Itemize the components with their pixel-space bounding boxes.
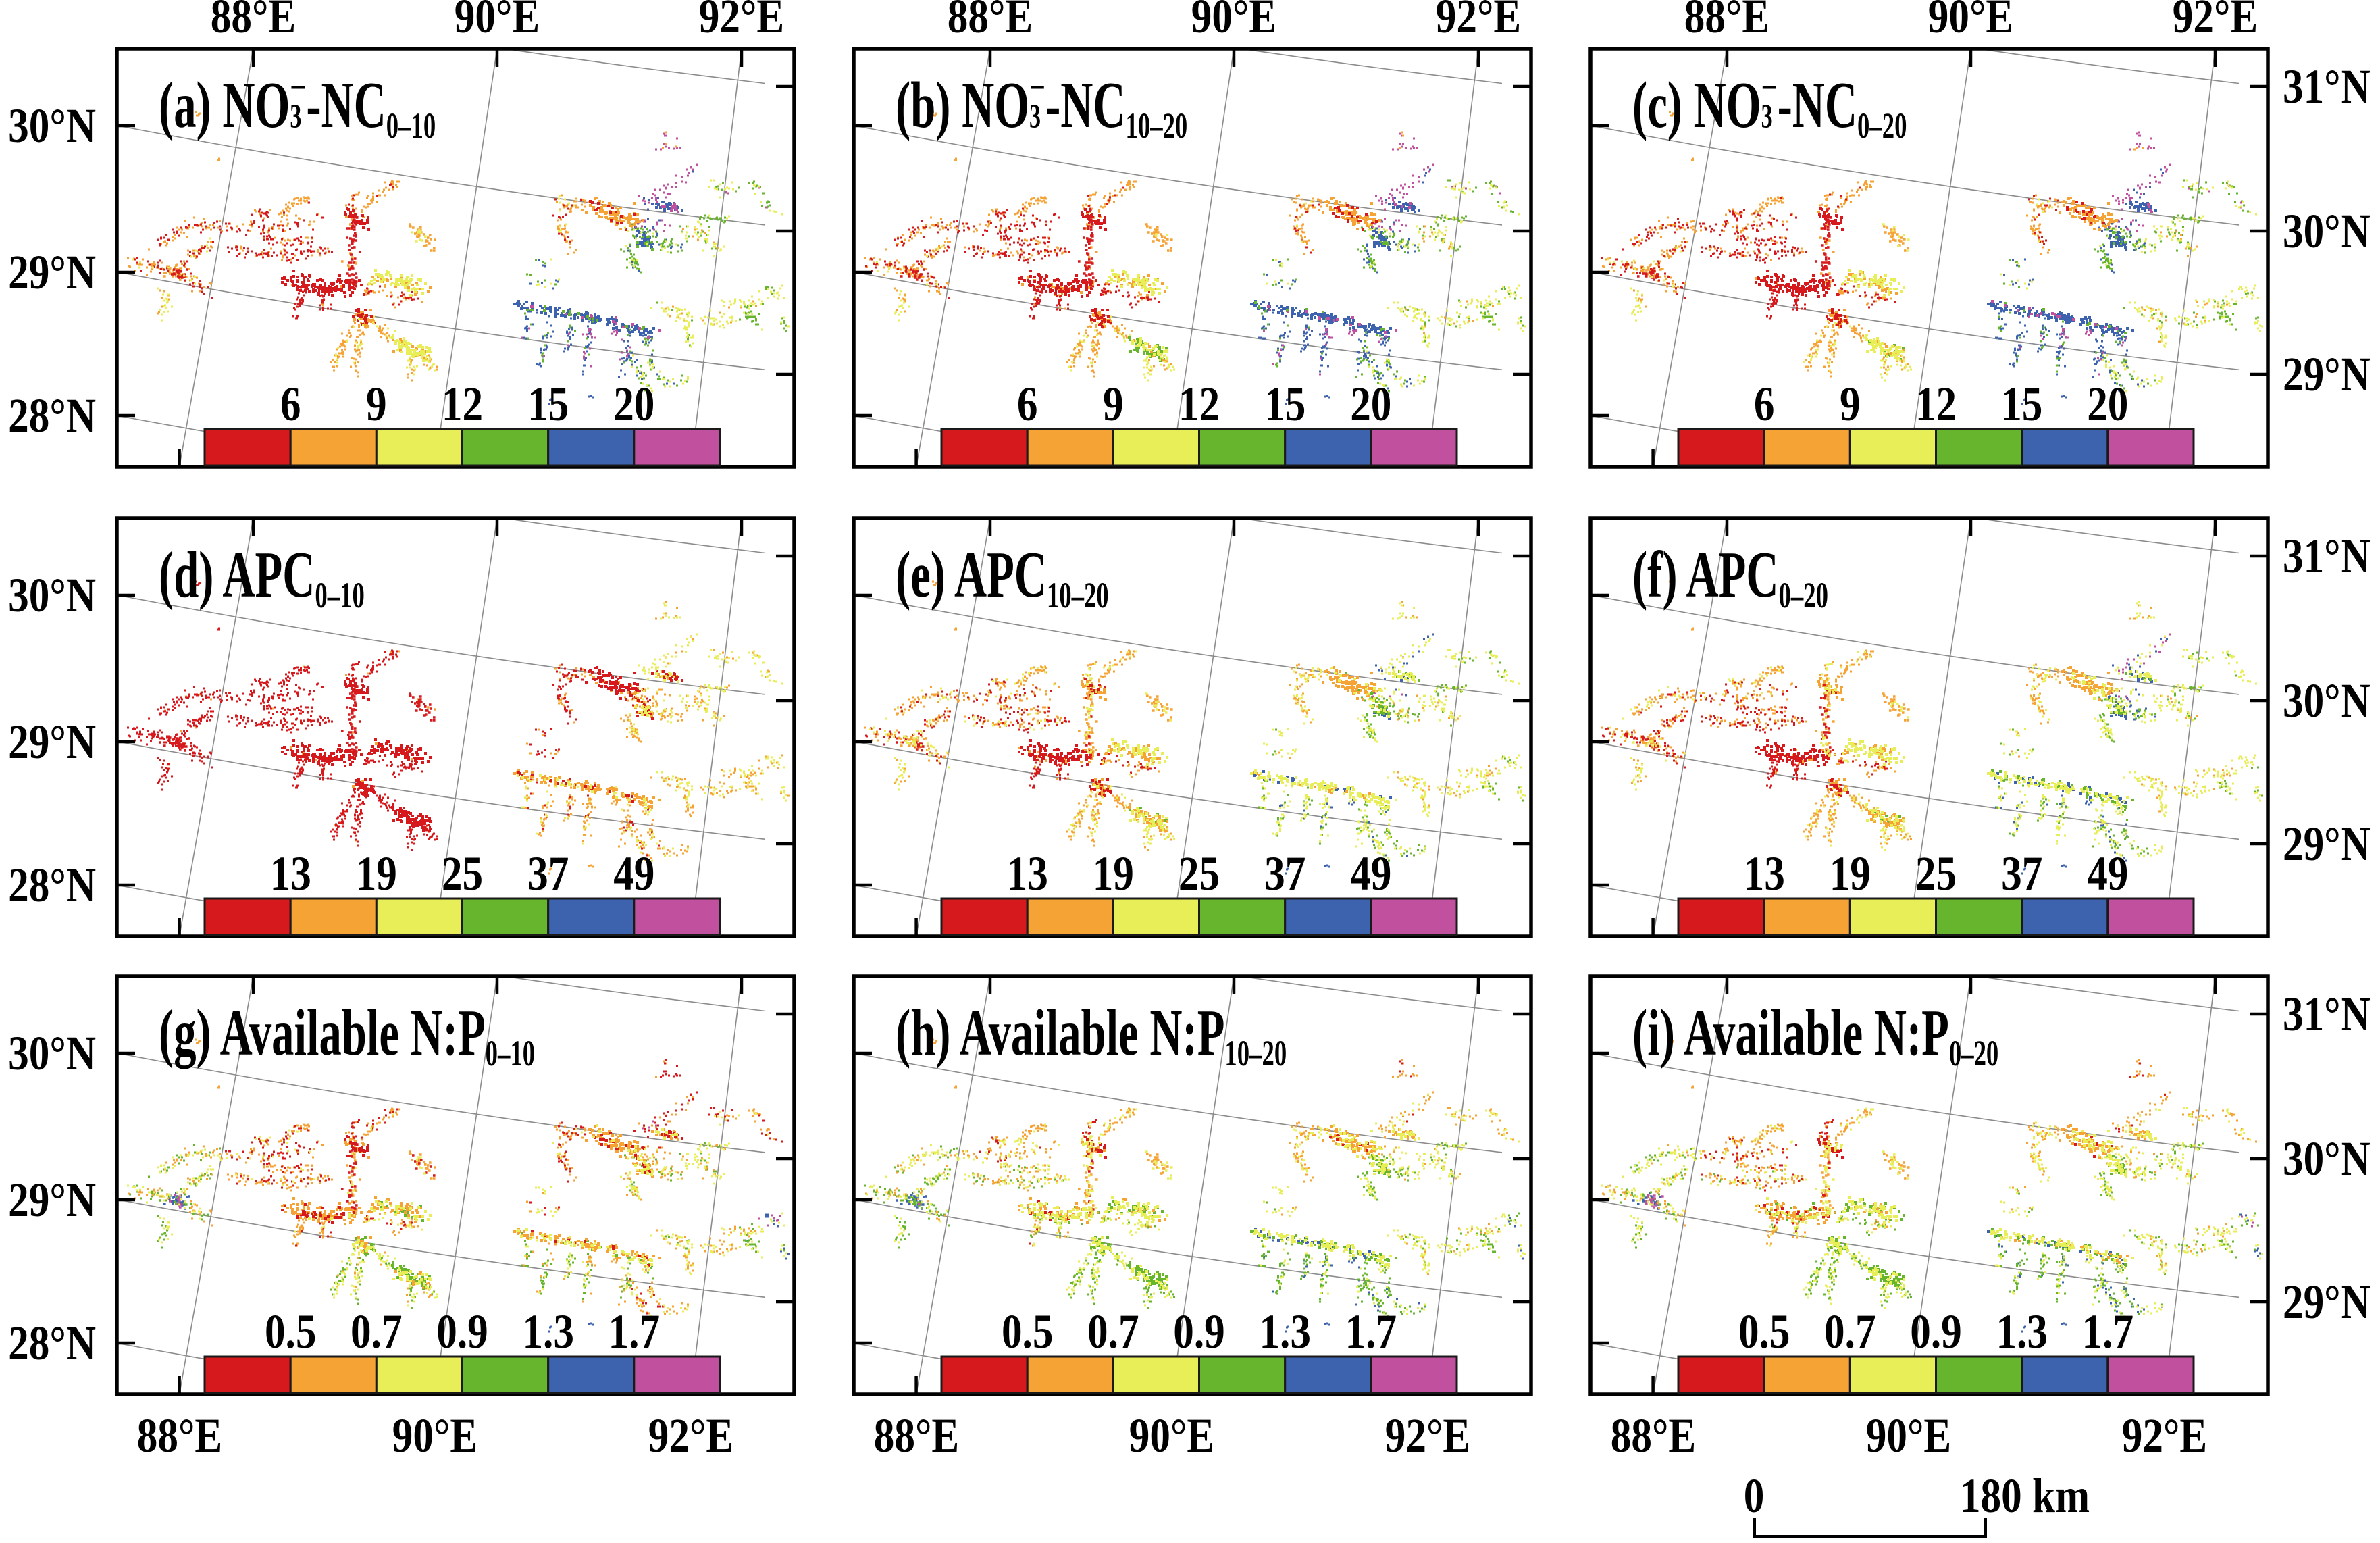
svg-text:20: 20 <box>613 377 654 431</box>
svg-text:92°E: 92°E <box>699 0 784 43</box>
svg-text:0.7: 0.7 <box>351 1305 402 1359</box>
svg-text:30°N: 30°N <box>8 1026 96 1080</box>
svg-text:25: 25 <box>1179 846 1220 901</box>
svg-text:1.3: 1.3 <box>522 1305 573 1359</box>
svg-text:20: 20 <box>2087 377 2128 431</box>
svg-text:6: 6 <box>1754 377 1775 431</box>
svg-text:37: 37 <box>527 846 569 901</box>
svg-text:29°N: 29°N <box>2283 347 2371 401</box>
svg-text:9: 9 <box>366 377 387 431</box>
svg-text:88°E: 88°E <box>1684 0 1769 43</box>
svg-text:92°E: 92°E <box>2122 1409 2207 1463</box>
svg-text:1.7: 1.7 <box>1345 1305 1397 1359</box>
svg-text:25: 25 <box>442 846 483 901</box>
svg-text:12: 12 <box>442 377 483 431</box>
svg-text:19: 19 <box>356 846 397 901</box>
svg-text:20: 20 <box>1350 377 1391 431</box>
svg-text:88°E: 88°E <box>874 1409 959 1463</box>
svg-text:12: 12 <box>1915 377 1957 431</box>
svg-text:29°N: 29°N <box>2283 1275 2371 1329</box>
svg-text:88°E: 88°E <box>137 1409 222 1463</box>
svg-text:29°N: 29°N <box>8 1173 96 1227</box>
svg-text:13: 13 <box>270 846 311 901</box>
svg-text:180 km: 180 km <box>1960 1469 2090 1523</box>
svg-text:0.5: 0.5 <box>1738 1305 1790 1359</box>
svg-text:90°E: 90°E <box>1866 1409 1951 1463</box>
svg-text:90°E: 90°E <box>455 0 540 43</box>
svg-text:0.9: 0.9 <box>1910 1305 1961 1359</box>
svg-text:37: 37 <box>1264 846 1305 901</box>
svg-text:12: 12 <box>1179 377 1220 431</box>
svg-text:30°N: 30°N <box>2283 1132 2371 1186</box>
svg-text:15: 15 <box>2001 377 2042 431</box>
svg-text:30°N: 30°N <box>2283 204 2371 258</box>
svg-text:49: 49 <box>1350 846 1391 901</box>
svg-text:90°E: 90°E <box>1129 1409 1214 1463</box>
svg-text:6: 6 <box>1017 377 1038 431</box>
svg-text:25: 25 <box>1915 846 1957 901</box>
svg-text:0.5: 0.5 <box>265 1305 316 1359</box>
svg-text:88°E: 88°E <box>211 0 296 43</box>
svg-text:1.3: 1.3 <box>1996 1305 2047 1359</box>
svg-text:0.5: 0.5 <box>1002 1305 1053 1359</box>
svg-text:28°N: 28°N <box>8 858 96 912</box>
svg-text:31°N: 31°N <box>2283 59 2371 113</box>
svg-text:92°E: 92°E <box>1385 1409 1470 1463</box>
svg-text:(g) Available N:P0–10: (g) Available N:P0–10 <box>159 996 535 1073</box>
svg-text:28°N: 28°N <box>8 1316 96 1370</box>
svg-text:0.9: 0.9 <box>436 1305 488 1359</box>
svg-text:28°N: 28°N <box>8 388 96 442</box>
svg-text:92°E: 92°E <box>1436 0 1521 43</box>
svg-text:(i) Available N:P0–20: (i) Available N:P0–20 <box>1632 996 1998 1073</box>
svg-text:1.3: 1.3 <box>1259 1305 1310 1359</box>
svg-text:(h) Available N:P10–20: (h) Available N:P10–20 <box>896 996 1287 1073</box>
svg-text:1.7: 1.7 <box>2082 1305 2133 1359</box>
svg-text:19: 19 <box>1830 846 1871 901</box>
svg-text:6: 6 <box>280 377 301 431</box>
svg-text:29°N: 29°N <box>2283 817 2371 871</box>
svg-text:49: 49 <box>613 846 654 901</box>
svg-text:88°E: 88°E <box>1611 1409 1696 1463</box>
svg-text:0.7: 0.7 <box>1087 1305 1139 1359</box>
svg-text:15: 15 <box>1264 377 1305 431</box>
svg-text:31°N: 31°N <box>2283 529 2371 583</box>
svg-text:29°N: 29°N <box>8 715 96 769</box>
svg-text:13: 13 <box>1744 846 1785 901</box>
svg-text:9: 9 <box>1840 377 1861 431</box>
svg-text:90°E: 90°E <box>1191 0 1276 43</box>
svg-text:88°E: 88°E <box>948 0 1033 43</box>
svg-text:90°E: 90°E <box>392 1409 477 1463</box>
svg-text:13: 13 <box>1007 846 1048 901</box>
svg-text:49: 49 <box>2087 846 2128 901</box>
svg-text:9: 9 <box>1103 377 1124 431</box>
svg-text:29°N: 29°N <box>8 245 96 299</box>
svg-text:0.7: 0.7 <box>1824 1305 1875 1359</box>
svg-text:15: 15 <box>527 377 569 431</box>
svg-text:30°N: 30°N <box>8 568 96 622</box>
svg-text:0.9: 0.9 <box>1173 1305 1224 1359</box>
svg-text:92°E: 92°E <box>648 1409 733 1463</box>
svg-text:37: 37 <box>2001 846 2042 901</box>
svg-text:19: 19 <box>1093 846 1134 901</box>
svg-text:31°N: 31°N <box>2283 987 2371 1041</box>
svg-text:30°N: 30°N <box>8 99 96 153</box>
svg-text:1.7: 1.7 <box>609 1305 660 1359</box>
svg-text:90°E: 90°E <box>1928 0 2013 43</box>
svg-text:30°N: 30°N <box>2283 674 2371 728</box>
svg-text:0: 0 <box>1744 1469 1765 1523</box>
svg-text:92°E: 92°E <box>2173 0 2258 43</box>
